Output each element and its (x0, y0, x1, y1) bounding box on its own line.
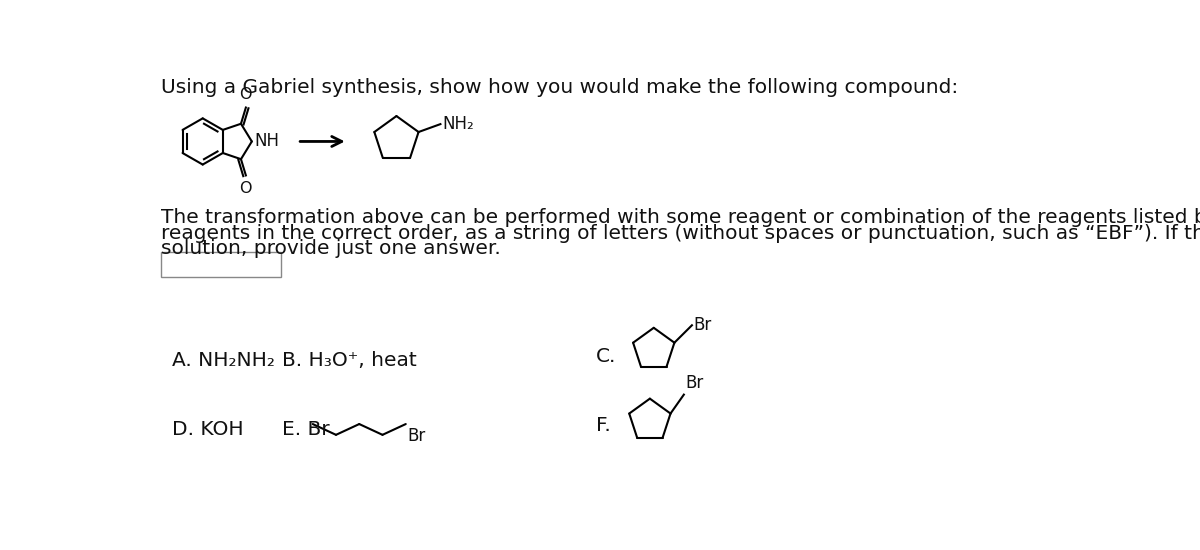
Text: reagents in the correct order, as a string of letters (without spaces or punctua: reagents in the correct order, as a stri… (161, 224, 1200, 243)
Text: Br: Br (694, 316, 712, 334)
FancyBboxPatch shape (161, 252, 281, 277)
Text: O: O (240, 87, 252, 102)
Text: F.: F. (595, 416, 611, 436)
Text: Br: Br (407, 427, 426, 445)
Text: The transformation above can be performed with some reagent or combination of th: The transformation above can be performe… (161, 208, 1200, 228)
Text: O: O (240, 181, 252, 196)
Text: NH₂: NH₂ (443, 115, 474, 133)
Text: B. H₃O⁺, heat: B. H₃O⁺, heat (282, 351, 416, 370)
Text: D. KOH: D. KOH (172, 420, 244, 439)
Text: NH: NH (254, 133, 280, 151)
Text: C.: C. (595, 347, 616, 366)
Text: E. Br: E. Br (282, 420, 329, 439)
Text: A. NH₂NH₂: A. NH₂NH₂ (172, 351, 275, 370)
Text: Using a Gabriel synthesis, show how you would make the following compound:: Using a Gabriel synthesis, show how you … (161, 78, 958, 97)
Text: Br: Br (685, 375, 703, 392)
Text: solution, provide just one answer.: solution, provide just one answer. (161, 239, 500, 258)
